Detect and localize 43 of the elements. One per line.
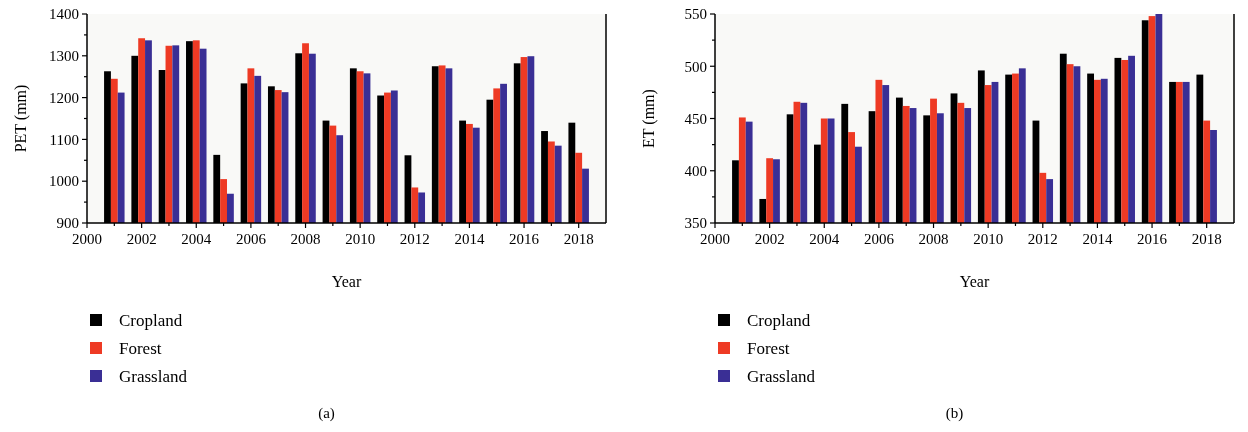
x-tick-label: 2000 bbox=[700, 231, 730, 247]
x-tick-label: 2018 bbox=[563, 231, 594, 247]
x-tick-label: 2004 bbox=[181, 231, 212, 247]
x-tick-label: 2008 bbox=[918, 231, 949, 247]
legend-label: Forest bbox=[747, 338, 790, 358]
x-tick-label: 2010 bbox=[973, 231, 1004, 247]
y-tick-label: 1400 bbox=[49, 6, 79, 23]
y-tick-label: 1000 bbox=[49, 173, 79, 190]
x-tick-label: 2002 bbox=[754, 231, 785, 247]
legend-label: Cropland bbox=[119, 310, 183, 330]
y-tick-label: 400 bbox=[684, 163, 707, 179]
y-tick-label: 550 bbox=[684, 6, 707, 23]
x-tick-label: 2010 bbox=[345, 231, 376, 247]
y-tick-label: 1200 bbox=[49, 89, 79, 106]
y-tick-label: 1300 bbox=[49, 48, 79, 65]
legend-label: Cropland bbox=[747, 310, 811, 330]
y-tick-label: 500 bbox=[684, 58, 707, 75]
legend-label: Grassland bbox=[119, 366, 188, 386]
y-tick-label: 450 bbox=[684, 110, 707, 127]
x-tick-label: 2012 bbox=[399, 231, 430, 247]
x-tick-label: 2002 bbox=[126, 231, 157, 247]
x-tick-label: 2000 bbox=[72, 231, 102, 247]
text: (b) bbox=[945, 405, 964, 422]
y-axis-title: ET (mm) bbox=[640, 89, 658, 148]
x-tick-label: 2016 bbox=[1137, 231, 1168, 247]
x-tick-label: 2016 bbox=[509, 231, 540, 247]
x-tick-label: 2006 bbox=[863, 231, 895, 247]
y-tick-label: 1100 bbox=[49, 131, 79, 148]
y-axis-title: PET (mm) bbox=[12, 84, 30, 153]
text: (a) bbox=[318, 405, 335, 422]
x-axis-title: Year bbox=[331, 273, 362, 290]
x-tick-label: 2008 bbox=[290, 231, 321, 247]
x-tick-label: 2006 bbox=[235, 231, 267, 247]
x-tick-label: 2012 bbox=[1027, 231, 1058, 247]
legend-label: Forest bbox=[119, 338, 162, 358]
x-tick-label: 2014 bbox=[454, 231, 485, 247]
y-tick-label: 350 bbox=[684, 215, 707, 232]
legend-label: Grassland bbox=[747, 366, 816, 386]
x-tick-label: 2004 bbox=[809, 231, 840, 247]
x-tick-label: 2018 bbox=[1191, 231, 1222, 247]
x-tick-label: 2014 bbox=[1082, 231, 1113, 247]
y-tick-label: 900 bbox=[56, 215, 79, 232]
x-axis-title: Year bbox=[959, 273, 990, 290]
